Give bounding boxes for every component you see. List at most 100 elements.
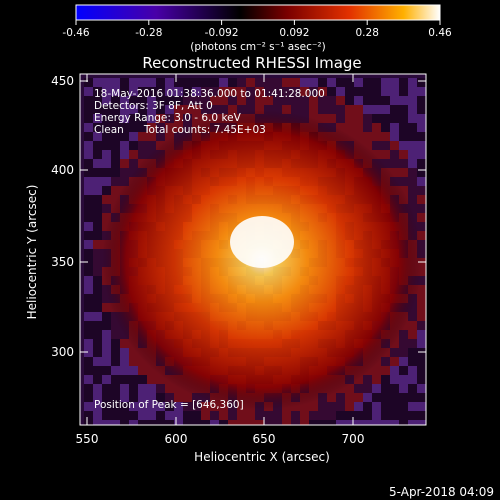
heatmap-cell — [345, 411, 354, 420]
heatmap-cell — [120, 141, 129, 150]
heatmap-cell — [372, 123, 381, 132]
heatmap-cell — [354, 411, 363, 420]
heatmap-cell — [264, 96, 273, 105]
heatmap-cell — [156, 105, 165, 114]
heatmap-cell — [165, 114, 174, 123]
heatmap-cell — [93, 258, 102, 267]
heatmap-cell — [138, 393, 147, 402]
heatmap-cell — [282, 420, 291, 425]
heatmap-cell — [165, 393, 174, 402]
heatmap-cell — [129, 402, 138, 411]
heatmap-cell — [93, 303, 102, 312]
heatmap-cell — [300, 105, 309, 114]
heatmap-cell — [147, 402, 156, 411]
heatmap-cell — [84, 195, 93, 204]
heatmap-cell — [336, 96, 345, 105]
heatmap-cell — [129, 132, 138, 141]
heatmap-cell — [417, 384, 426, 393]
heatmap-cell — [363, 411, 372, 420]
heatmap-cell — [102, 402, 111, 411]
heatmap-cell — [381, 159, 390, 168]
heatmap-cell — [138, 114, 147, 123]
heatmap-cell — [399, 384, 408, 393]
heatmap-cell — [102, 141, 111, 150]
heatmap-cell — [93, 402, 102, 411]
heatmap-cell — [120, 402, 129, 411]
heatmap-cell — [201, 105, 210, 114]
heatmap-cell — [147, 132, 156, 141]
heatmap-cell — [372, 393, 381, 402]
heatmap-cell — [138, 132, 147, 141]
heatmap-cell — [120, 366, 129, 375]
heatmap-cell — [174, 123, 183, 132]
y-axis — [80, 80, 426, 353]
y-tick-label: 400 — [51, 163, 74, 177]
heatmap-cell — [327, 420, 336, 425]
heatmap-cell — [327, 393, 336, 402]
heatmap-cell — [147, 375, 156, 384]
heatmap-cell — [102, 375, 111, 384]
heatmap-cell — [111, 168, 120, 177]
heatmap-cell — [84, 393, 93, 402]
heatmap-cell — [417, 366, 426, 375]
heatmap-cell — [93, 348, 102, 357]
heatmap-cell — [399, 375, 408, 384]
heatmap-cell — [93, 177, 102, 186]
heatmap-cell — [120, 114, 129, 123]
heatmap-cell — [336, 123, 345, 132]
heatmap-cell — [210, 402, 219, 411]
heatmap-cell — [156, 402, 165, 411]
heatmap-cell — [264, 87, 273, 96]
heatmap-cell — [300, 402, 309, 411]
heatmap-cell — [417, 159, 426, 168]
heatmap-cell — [255, 78, 264, 87]
heatmap-cell — [354, 114, 363, 123]
heatmap-cell — [111, 105, 120, 114]
heatmap-cell — [120, 348, 129, 357]
heatmap-cell — [399, 411, 408, 420]
heatmap-cell — [93, 249, 102, 258]
heatmap-cell — [111, 357, 120, 366]
heatmap-cell — [399, 114, 408, 123]
heatmap-cell — [399, 393, 408, 402]
heatmap-cell — [120, 168, 129, 177]
heatmap-cell — [318, 87, 327, 96]
annotation-time-range: 18-May-2016 01:38:36.000 to 01:41:28.000 — [94, 88, 325, 100]
heatmap-cell — [345, 96, 354, 105]
heatmap-cell — [417, 294, 426, 303]
heatmap-cell — [156, 393, 165, 402]
heatmap-cell — [399, 141, 408, 150]
heatmap-cell — [102, 366, 111, 375]
heatmap-cell — [273, 87, 282, 96]
heatmap-cell — [408, 195, 417, 204]
heatmap-cell — [408, 357, 417, 366]
heatmap-cell — [399, 402, 408, 411]
heatmap-cell — [165, 420, 174, 425]
heatmap-cell — [417, 141, 426, 150]
heatmap-cell — [156, 114, 165, 123]
heatmap-cell — [219, 411, 228, 420]
heatmap-cell — [363, 78, 372, 87]
heatmap-cell — [102, 78, 111, 87]
heatmap-cell — [102, 177, 111, 186]
heatmap-cell — [174, 87, 183, 96]
heatmap-cell — [399, 105, 408, 114]
heatmap-cell — [237, 87, 246, 96]
heatmap-cell — [309, 78, 318, 87]
heatmap-cell — [192, 393, 201, 402]
heatmap-cell — [300, 411, 309, 420]
heatmap-cell — [165, 411, 174, 420]
heatmap-cell — [156, 123, 165, 132]
heatmap-cell — [354, 384, 363, 393]
heatmap-cell — [147, 105, 156, 114]
heatmap-cell — [111, 114, 120, 123]
heatmap-cell — [138, 150, 147, 159]
heatmap-cell — [201, 114, 210, 123]
heatmap-cell — [228, 78, 237, 87]
heatmap-cell — [390, 141, 399, 150]
heatmap-cell — [309, 420, 318, 425]
heatmap-cell — [264, 105, 273, 114]
heatmap-cell — [156, 96, 165, 105]
heatmap-cell — [111, 348, 120, 357]
heatmap-cell — [417, 168, 426, 177]
